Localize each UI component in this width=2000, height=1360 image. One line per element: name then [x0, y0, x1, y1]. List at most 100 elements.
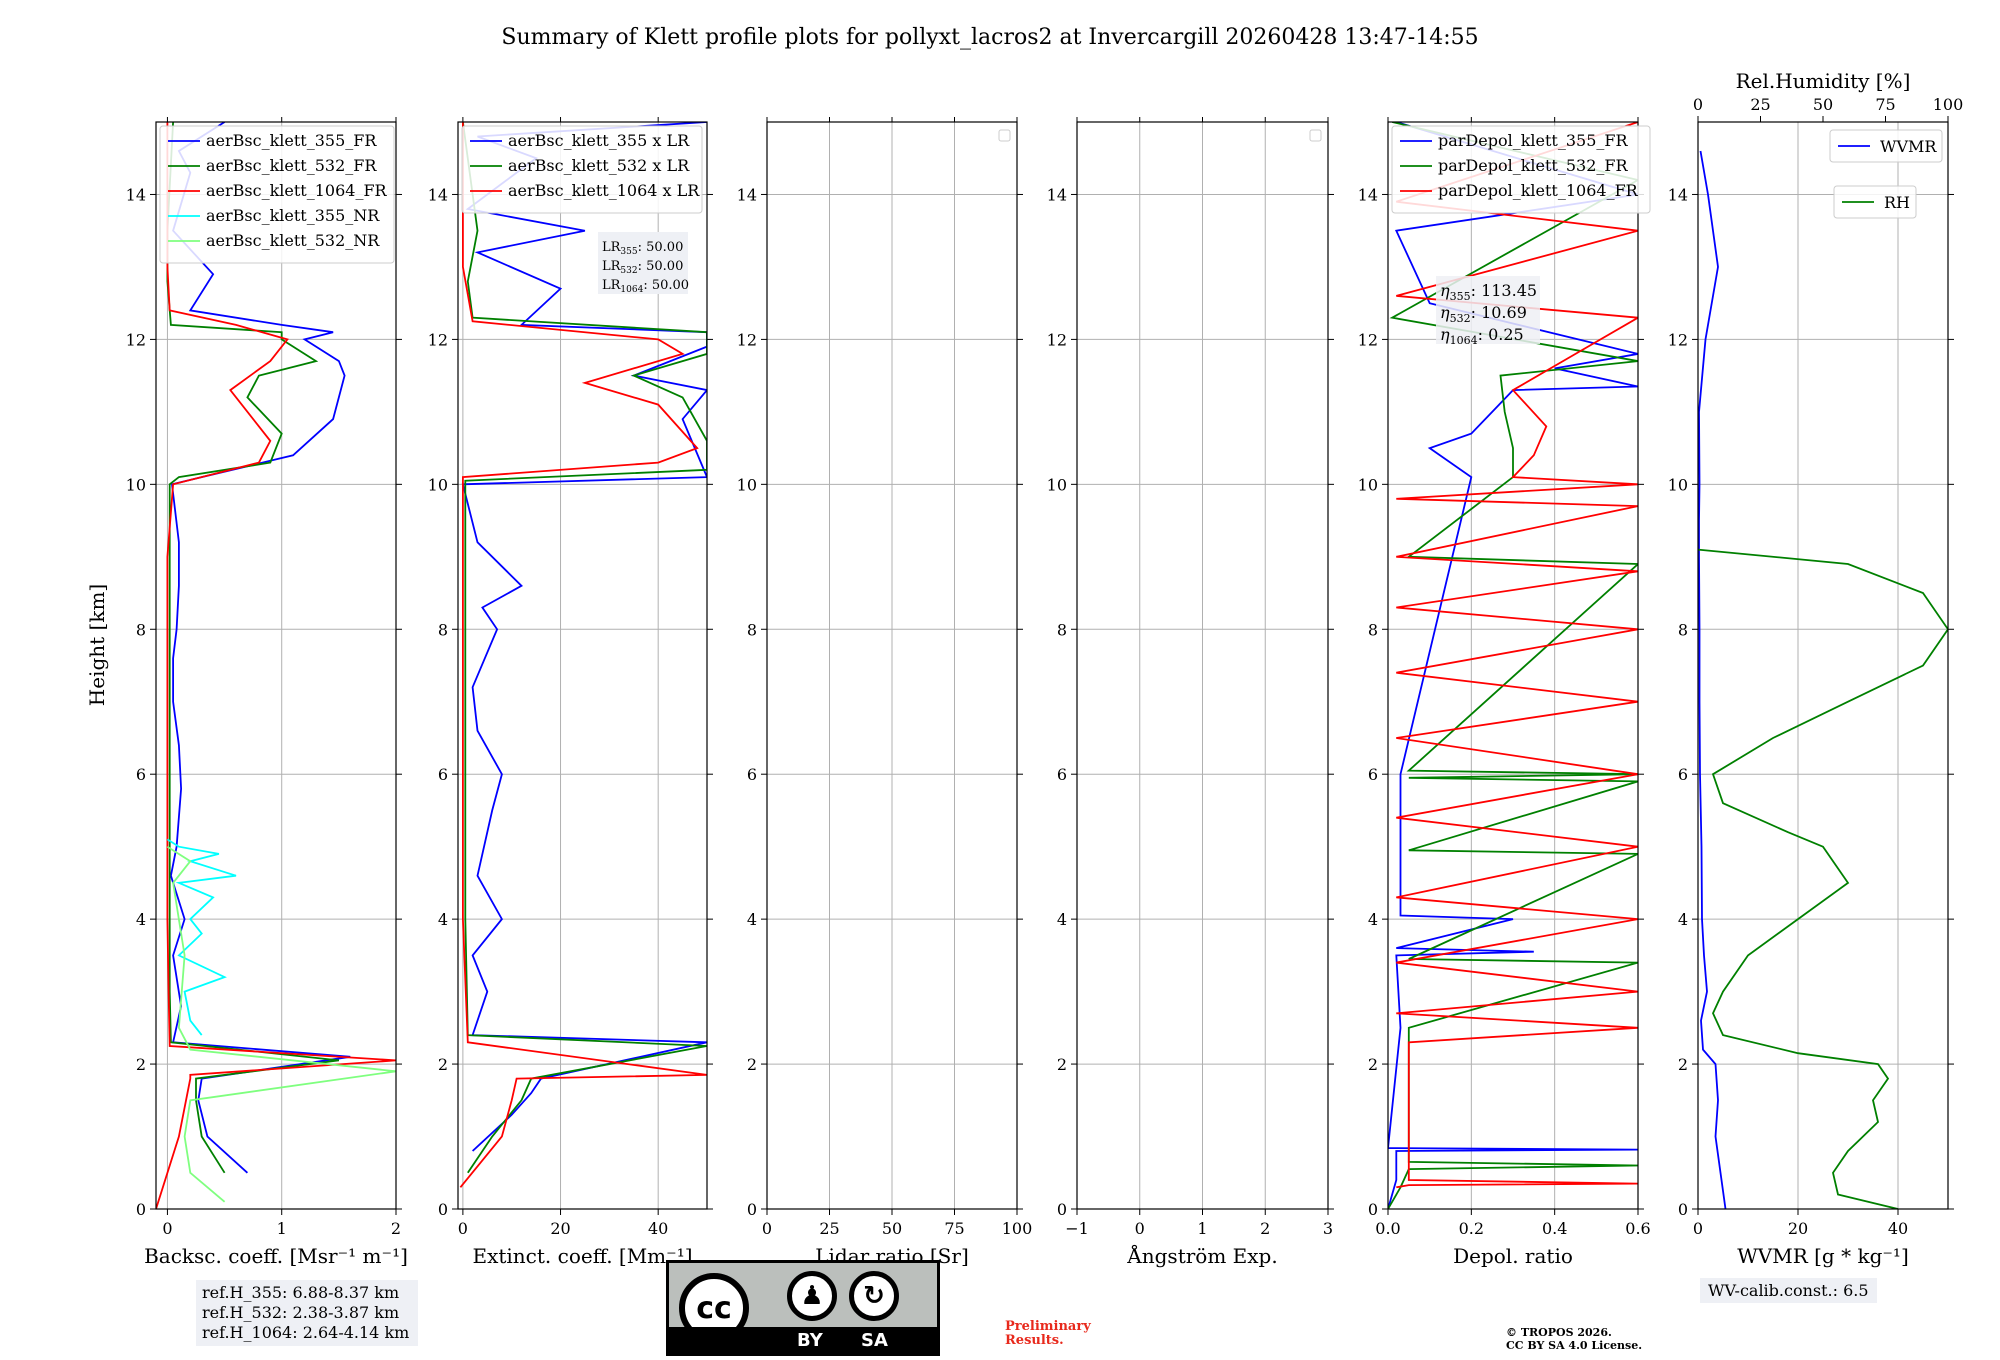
y-tick-label-bsc-3: 6	[136, 765, 146, 784]
y-tick-label-wv-6: 12	[1668, 330, 1688, 349]
y-tick-label-ext-5: 10	[428, 475, 448, 494]
series-line-aerBsc-klett-355-NR	[166, 838, 237, 1036]
y-tick-label-wv-3: 6	[1678, 765, 1688, 784]
y-tick-label-ae-2: 4	[1057, 910, 1067, 929]
legend-box-wv-0	[1829, 129, 1943, 163]
top-x-tick-label-3: 75	[1875, 95, 1895, 114]
lr-info-line-0: LR355: 50.00	[602, 240, 683, 257]
y-tick-label-ae-3: 6	[1057, 765, 1067, 784]
y-tick-label-depol-4: 8	[1368, 620, 1378, 639]
y-tick-label-bsc-2: 4	[136, 910, 146, 929]
legend-label-bsc-3: aerBsc_klett_355_NR	[206, 206, 380, 225]
legend-label-ext-1: aerBsc_klett_532 x LR	[508, 156, 690, 175]
cc-license-badge: cc ♟ ↻ BY SA	[666, 1260, 940, 1356]
y-tick-label-ext-4: 8	[438, 620, 448, 639]
x-tick-label-depol-1: 0.2	[1459, 1219, 1484, 1238]
y-tick-label-bsc-6: 12	[126, 330, 146, 349]
y-tick-label-bsc-1: 2	[136, 1055, 146, 1074]
y-tick-label-ae-0: 0	[1057, 1200, 1067, 1219]
axes-frame-bsc	[155, 121, 397, 1210]
y-tick-label-lr-5: 10	[737, 475, 757, 494]
reference-height-box: ref.H_355: 6.88-8.37 km ref.H_532: 2.38-…	[196, 1280, 418, 1346]
legend-label-depol-0: parDepol_klett_355_FR	[1438, 131, 1629, 150]
ref-height-532: ref.H_532: 2.38-3.87 km	[202, 1303, 400, 1322]
wv-calibration-box: WV-calib.const.: 6.5	[1700, 1278, 1877, 1303]
top-x-tick-label-4: 100	[1933, 95, 1964, 114]
legend-label-depol-1: parDepol_klett_532_FR	[1438, 156, 1629, 175]
legend-box-bsc	[159, 125, 395, 264]
preliminary-line-1: Preliminary	[1005, 1319, 1091, 1334]
y-tick-label-depol-0: 0	[1368, 1200, 1378, 1219]
x-tick-label-ext-1: 20	[550, 1219, 570, 1238]
x-axis-label-bsc: Backsc. coeff. [Msr⁻¹ m⁻¹]	[144, 1244, 408, 1268]
y-tick-label-wv-7: 14	[1668, 185, 1688, 204]
y-tick-label-depol-1: 2	[1368, 1055, 1378, 1074]
y-tick-label-bsc-0: 0	[136, 1200, 146, 1219]
top-x-tick-label-2: 50	[1813, 95, 1833, 114]
x-tick-label-depol-3: 0.6	[1625, 1219, 1650, 1238]
x-tick-label-ae-1: 0	[1135, 1219, 1145, 1238]
y-tick-label-bsc-4: 8	[136, 620, 146, 639]
y-tick-label-wv-5: 10	[1668, 475, 1688, 494]
series-line-aerBsc-klett-1064-x-LR	[459, 122, 707, 1188]
eta-info-box	[1436, 276, 1540, 344]
eta-info-line-0: η355: 113.45	[1440, 281, 1537, 303]
y-tick-label-lr-4: 8	[747, 620, 757, 639]
top-x-tick-label-1: 25	[1750, 95, 1770, 114]
panel-wv: 0 20 40 0 2 4 6 8 10 12 14 WVMR [g * kg⁻¹] WVMR RH 0 25…	[1668, 69, 1964, 1268]
copyright-note: © TROPOS 2026. CC BY SA 4.0 License.	[1506, 1326, 1642, 1352]
legend-label-ext-0: aerBsc_klett_355 x LR	[508, 131, 690, 150]
x-tick-label-ae-3: 2	[1260, 1219, 1270, 1238]
series-line-parDepol-klett-355-FR	[1388, 122, 1638, 1209]
y-tick-label-depol-5: 10	[1358, 475, 1378, 494]
legend-label-depol-2: parDepol_klett_1064_FR	[1438, 181, 1639, 200]
y-tick-label-wv-4: 8	[1678, 620, 1688, 639]
y-tick-label-ext-6: 12	[428, 330, 448, 349]
x-tick-label-depol-2: 0.4	[1542, 1219, 1567, 1238]
series-line-aerBsc-klett-355-x-LR	[461, 122, 707, 1152]
series-line-aerBsc-klett-532-FR	[166, 122, 340, 1174]
lr-info-box	[598, 232, 688, 294]
legend-box-wv-1	[1833, 185, 1917, 219]
x-tick-label-ext-0: 0	[458, 1219, 468, 1238]
eta-info-line-1: η532: 10.69	[1440, 303, 1527, 325]
copyright-line-1: © TROPOS 2026.	[1506, 1326, 1612, 1339]
y-tick-label-ae-4: 8	[1057, 620, 1067, 639]
legend-label-bsc-2: aerBsc_klett_1064_FR	[206, 181, 388, 200]
top-x-tick-label-0: 0	[1693, 95, 1703, 114]
legend-label-bsc-4: aerBsc_klett_532_NR	[206, 231, 380, 250]
x-tick-label-bsc-0: 0	[162, 1219, 172, 1238]
chart-title: Summary of Klett profile plots for polly…	[501, 25, 1478, 50]
y-tick-label-ext-7: 14	[428, 185, 448, 204]
person-icon: ♟	[787, 1271, 837, 1321]
x-tick-label-lr-1: 25	[819, 1219, 839, 1238]
lr-info-line-2: LR1064: 50.00	[602, 278, 689, 295]
y-tick-label-lr-6: 12	[737, 330, 757, 349]
axes-frame-ext	[457, 121, 708, 1210]
axes-frame-wv	[1697, 121, 1949, 1210]
series-line-WVMR	[1698, 150, 1727, 1209]
panel-ext: 0 20 40 0 2 4 6 8 10 12 14 Extinct. coeff. [Mm⁻¹] ae…	[428, 117, 713, 1268]
x-tick-label-wv-2: 40	[1888, 1219, 1908, 1238]
axes-frame-depol	[1387, 121, 1639, 1210]
series-line-parDepol-klett-1064-FR	[1396, 122, 1638, 1189]
empty-legend-ae	[1309, 129, 1322, 142]
y-tick-label-ext-0: 0	[438, 1200, 448, 1219]
y-tick-label-depol-2: 4	[1368, 910, 1378, 929]
y-axis-label: Height [km]	[85, 584, 109, 706]
preliminary-note: Preliminary Results.	[1005, 1320, 1091, 1348]
x-tick-label-wv-0: 0	[1693, 1219, 1703, 1238]
y-tick-label-ae-1: 2	[1057, 1055, 1067, 1074]
legend-label-ext-2: aerBsc_klett_1064 x LR	[508, 181, 700, 200]
cc-by-label: BY	[797, 1330, 823, 1351]
legend-label-wv-1: RH	[1884, 193, 1910, 212]
x-tick-label-bsc-2: 2	[391, 1219, 401, 1238]
series-line-aerBsc-klett-1064-FR	[156, 122, 396, 1209]
y-tick-label-lr-0: 0	[747, 1200, 757, 1219]
y-tick-label-ext-2: 4	[438, 910, 448, 929]
y-tick-label-wv-2: 4	[1678, 910, 1688, 929]
y-tick-label-ext-3: 6	[438, 765, 448, 784]
